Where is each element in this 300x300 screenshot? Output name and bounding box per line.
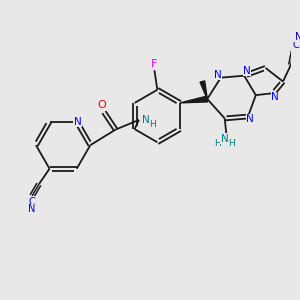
Text: N: N xyxy=(243,66,251,76)
Text: H: H xyxy=(214,139,221,148)
Text: C: C xyxy=(292,40,299,50)
Text: C: C xyxy=(29,197,35,207)
Text: N: N xyxy=(28,205,36,214)
Polygon shape xyxy=(180,96,208,103)
Text: N: N xyxy=(74,117,82,127)
Text: O: O xyxy=(98,100,106,110)
Polygon shape xyxy=(200,81,207,99)
Text: N: N xyxy=(214,70,222,80)
Text: N: N xyxy=(272,92,279,102)
Text: H: H xyxy=(228,139,235,148)
Text: N: N xyxy=(295,32,300,42)
Text: N: N xyxy=(221,134,229,144)
Text: N: N xyxy=(142,115,150,125)
Text: H: H xyxy=(149,120,156,129)
Text: F: F xyxy=(151,58,158,69)
Text: N: N xyxy=(246,114,254,124)
